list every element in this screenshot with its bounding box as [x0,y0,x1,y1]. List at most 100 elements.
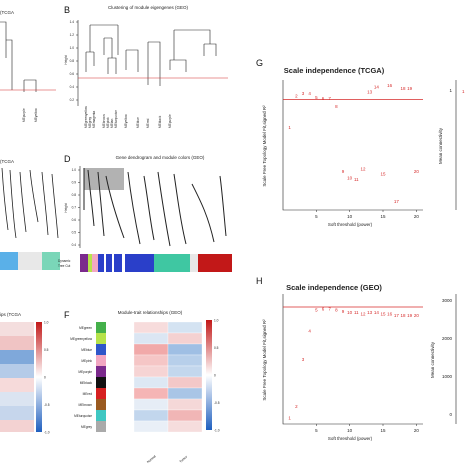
panel-d-dendrogram [83,168,227,247]
panel-b-yticks: 1.4 1.2 1.0 0.8 0.6 0.4 0.2 [70,20,78,102]
panel-g-point-label: 20 [414,169,420,174]
panel-g-right-point: 1 [462,89,465,94]
panel-b-leaf-label: MEmagenta [92,111,96,128]
panel-g-point-label: 15 [380,172,386,177]
panel-g-right-ytick: 1 [449,88,452,93]
panel-f-row-color [96,366,106,377]
panel-b-ylabel: Height [64,55,68,64]
panel-f-row-label: MEbrown [79,403,93,407]
panel-f-row-label: MEblue [81,348,92,352]
panel-b-ytick-label: 0.2 [70,98,75,102]
panel-f-row-label: MEred [83,392,93,396]
panel-h-point-label: 16 [387,312,393,317]
panel-h-point-label: 13 [367,310,373,315]
panel-b-ytick-label: 0.4 [70,85,75,89]
panel-f-cell [167,398,203,411]
panel-f-cell [133,387,169,400]
panel-h-point-label: 14 [374,310,380,315]
panel-e-heatmap [0,322,34,432]
panel-f-cell [167,409,203,422]
panel-f-row-color [96,421,106,432]
panel-f-cell [167,420,203,433]
panel-f-colorbar-ticks: 1.0 0.5 0 -0.5 -1.0 [214,318,220,432]
panel-g-ylabel: Scale Free Topology Model Fit,signed R² [262,105,267,187]
panel-h-xlabel: Soft threshold (power) [328,436,373,441]
panel-h-right-ylabel: Mean connectivity [430,341,435,378]
panel-f-cell [133,332,169,345]
panel-a: (TCGA MEpurple MEyellow [0,10,56,122]
panel-h-point-label: 18 [400,313,406,318]
panel-h-point-label: 9 [342,309,345,314]
panel-g-point-label: 9 [342,169,345,174]
panel-b-leaf-label: MEtan [110,119,114,128]
panel-h-point-label: 17 [394,313,400,318]
panel-g-xtick-label: 15 [380,214,386,219]
panel-f-colorbar-tick: -0.5 [214,401,220,405]
panel-f-cell [133,343,169,356]
panel-h-right-ytick-label: 3000 [442,298,453,303]
panel-b-title: Clustering of module eigengenes (GEO) [108,5,189,10]
panel-h-right-yticks: 3000 2000 1000 0 [442,298,453,417]
panel-b-leaf-label: MEred [146,118,150,128]
panel-b-ytick-label: 0.8 [70,59,75,63]
panel-f-row-color [96,344,106,355]
panel-b-ytick-label: 1.0 [70,46,75,50]
panel-h-title: Scale independence (GEO) [286,283,382,292]
panel-f-cell [167,387,203,400]
panel-f-letter: F [64,310,70,320]
panel-e: ips (TCGA 1.0 0.5 0 -0.5 -1.0 [0,312,50,434]
panel-g-right-ylabel: Mean connectivity [438,127,443,164]
panel-f-row-label: MEgrey [81,425,92,429]
panel-g-xtick-label: 5 [315,214,318,219]
panel-h-point-label: 11 [354,310,359,315]
panel-b-leaf-label: MEturquoise [114,110,118,128]
panel-f-title: Module-trait relationships (GEO) [118,310,183,315]
panel-b-leaf-label: MEpurple [168,114,172,128]
panel-g: G Scale independence (TCGA) Scale Free T… [256,58,465,227]
panel-b-leaf-label: MEyellow [124,114,128,128]
panel-f-row-color [96,322,106,333]
panel-f-colorbar [206,320,212,430]
panel-a-title-fragment: (TCGA [0,10,14,15]
panel-f-row-label: MEgreen [79,326,92,330]
panel-g-xticks: 5 10 15 20 [315,210,419,219]
panel-b-dendrogram [85,24,217,86]
panel-d-dense-branches [84,168,124,190]
panel-g-point-label: 14 [374,85,380,90]
panel-g-point-label: 5 [315,95,318,100]
panel-b-leaf-label: MEpink [106,117,110,128]
panel-h-point-label: 15 [380,312,386,317]
panel-d-ytick-label: 0.9 [72,181,77,185]
panel-f-cell [133,365,169,378]
panel-d-yticks: 1.0 0.9 0.8 0.7 0.6 0.5 0.4 [72,168,80,247]
panel-f-cell [167,332,203,345]
panel-b-leaf-labels: MEgreenyellow MEgrey MEmagenta MEbrown MEpin… [84,106,172,128]
panel-e-colorbar-tick: 0.5 [44,348,49,352]
panel-b-leaf-label: MEgrey [88,117,92,128]
panel-d-ytick-label: 0.4 [72,243,77,247]
panel-d-side-label-1: Dynamic [58,259,71,263]
panel-f-row-label: MEgreenyellow [70,337,92,341]
panel-h-letter: H [256,276,263,286]
panel-d-ylabel: Height [64,203,68,212]
panel-b-letter: B [64,5,70,15]
panel-e-colorbar [36,322,42,432]
panel-d: D Gene dendrogram and module colors (GEO… [58,154,232,272]
panel-f-cell [167,354,203,367]
panel-h-point-label: 12 [360,312,366,317]
panel-b-ytick-label: 0.6 [70,72,75,76]
panel-f-row-label: MEpurple [78,370,92,374]
panel-h-point-label: 1 [288,416,291,421]
panel-f-row-color [96,355,106,366]
panel-f-col-label: Tumor [179,454,189,464]
panel-g-point-label: 1 [288,125,291,130]
panel-g-letter: G [256,58,263,68]
panel-d-ytick-label: 0.7 [72,206,77,210]
panel-f-cell [133,376,169,389]
panel-d-ytick-label: 0.8 [72,193,77,197]
panel-g-axes [282,80,423,211]
panel-f-cell [133,398,169,411]
panel-g-point-label: 19 [407,86,413,91]
panel-h-point-label: 20 [414,313,420,318]
panel-f-cell [133,321,169,334]
